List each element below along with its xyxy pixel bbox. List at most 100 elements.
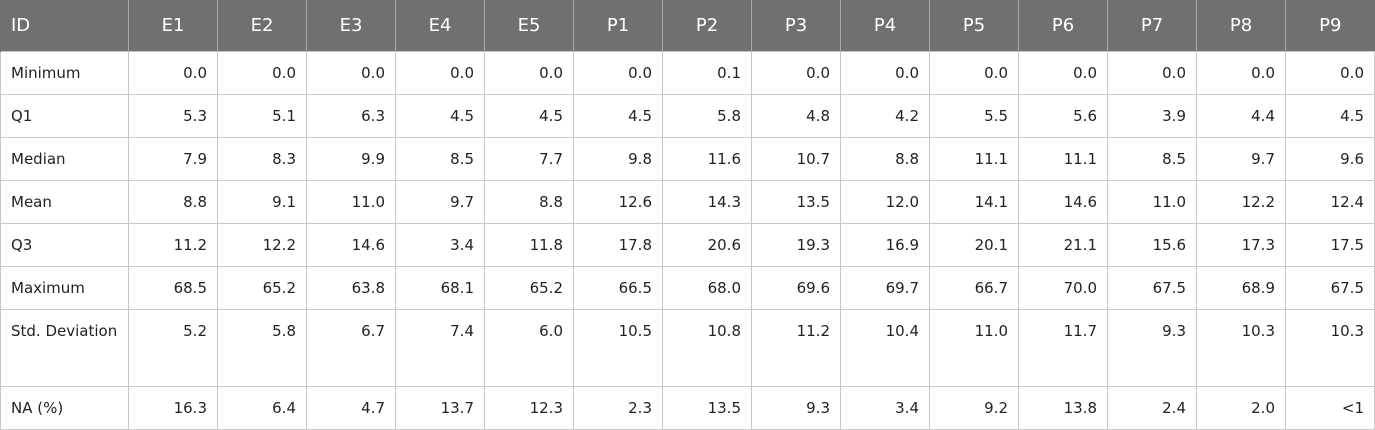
- cell: 11.6: [662, 137, 752, 181]
- cell: 14.3: [662, 180, 752, 224]
- column-header: P8: [1196, 0, 1286, 52]
- cell: 5.2: [128, 309, 218, 387]
- cell: 66.5: [573, 266, 663, 310]
- cell: 68.1: [395, 266, 485, 310]
- column-header: P4: [840, 0, 930, 52]
- table-row: Q1 5.3 5.1 6.3 4.5 4.5 4.5 5.8 4.8 4.2 5.5 5.6 3.9 4.…: [0, 94, 1375, 138]
- cell: 68.0: [662, 266, 752, 310]
- column-header: P7: [1107, 0, 1197, 52]
- cell: 10.3: [1285, 309, 1375, 387]
- cell: 69.6: [751, 266, 841, 310]
- cell: 67.5: [1107, 266, 1197, 310]
- cell: 2.0: [1196, 386, 1286, 430]
- header-row: ID E1 E2 E3 E4 E5 P1 P2 P3 P4 P5 P6 P7 P8 P9: [0, 0, 1375, 52]
- cell: 8.8: [128, 180, 218, 224]
- cell: 12.6: [573, 180, 663, 224]
- cell: 0.0: [128, 51, 218, 95]
- cell: 0.0: [1196, 51, 1286, 95]
- cell: 4.8: [751, 94, 841, 138]
- cell: 11.0: [1107, 180, 1197, 224]
- cell: 0.0: [1018, 51, 1108, 95]
- row-label: Maximum: [0, 266, 129, 310]
- cell: 10.8: [662, 309, 752, 387]
- cell: 11.0: [306, 180, 396, 224]
- cell: 3.4: [840, 386, 930, 430]
- cell: 0.0: [751, 51, 841, 95]
- cell: 17.8: [573, 223, 663, 267]
- cell: 11.8: [484, 223, 574, 267]
- row-label: Q3: [0, 223, 129, 267]
- column-header: E2: [217, 0, 307, 52]
- cell: 10.7: [751, 137, 841, 181]
- cell: <1: [1285, 386, 1375, 430]
- cell: 0.0: [573, 51, 663, 95]
- cell: 19.3: [751, 223, 841, 267]
- cell: 17.3: [1196, 223, 1286, 267]
- table-row: Q3 11.2 12.2 14.6 3.4 11.8 17.8 20.6 19.3 16.9 20.…: [0, 223, 1375, 267]
- table-row: NA (%) 16.3 6.4 4.7 13.7 12.3 2.3 13.5 9.3 3.4 9.2…: [0, 386, 1375, 430]
- cell: 0.0: [1285, 51, 1375, 95]
- cell: 0.1: [662, 51, 752, 95]
- cell: 11.0: [929, 309, 1019, 387]
- cell: 9.6: [1285, 137, 1375, 181]
- cell: 0.0: [306, 51, 396, 95]
- cell: 4.5: [1285, 94, 1375, 138]
- cell: 7.4: [395, 309, 485, 387]
- cell: 2.4: [1107, 386, 1197, 430]
- cell: 8.8: [484, 180, 574, 224]
- cell: 6.7: [306, 309, 396, 387]
- cell: 2.3: [573, 386, 663, 430]
- cell: 65.2: [217, 266, 307, 310]
- column-header: E3: [306, 0, 396, 52]
- cell: 7.9: [128, 137, 218, 181]
- cell: 11.1: [929, 137, 1019, 181]
- cell: 0.0: [929, 51, 1019, 95]
- cell: 69.7: [840, 266, 930, 310]
- cell: 9.3: [751, 386, 841, 430]
- cell: 4.5: [573, 94, 663, 138]
- cell: 5.8: [217, 309, 307, 387]
- cell: 68.5: [128, 266, 218, 310]
- cell: 12.2: [217, 223, 307, 267]
- column-header: E4: [395, 0, 485, 52]
- cell: 10.5: [573, 309, 663, 387]
- cell: 4.7: [306, 386, 396, 430]
- cell: 0.0: [840, 51, 930, 95]
- cell: 11.7: [1018, 309, 1108, 387]
- cell: 65.2: [484, 266, 574, 310]
- cell: 16.9: [840, 223, 930, 267]
- row-label: Minimum: [0, 51, 129, 95]
- column-header: E1: [128, 0, 218, 52]
- column-header: P6: [1018, 0, 1108, 52]
- cell: 14.6: [1018, 180, 1108, 224]
- cell: 17.5: [1285, 223, 1375, 267]
- cell: 13.8: [1018, 386, 1108, 430]
- cell: 68.9: [1196, 266, 1286, 310]
- column-header: E5: [484, 0, 574, 52]
- cell: 9.1: [217, 180, 307, 224]
- cell: 5.5: [929, 94, 1019, 138]
- cell: 4.5: [484, 94, 574, 138]
- cell: 0.0: [395, 51, 485, 95]
- row-label: Std. Deviation: [0, 309, 129, 387]
- cell: 3.4: [395, 223, 485, 267]
- column-header: P2: [662, 0, 752, 52]
- row-label: Q1: [0, 94, 129, 138]
- cell: 66.7: [929, 266, 1019, 310]
- cell: 6.0: [484, 309, 574, 387]
- cell: 0.0: [484, 51, 574, 95]
- table-row: Std. Deviation 5.2 5.8 6.7 7.4 6.0 10.5 10.8 11.…: [0, 309, 1375, 387]
- column-header: P5: [929, 0, 1019, 52]
- cell: 4.5: [395, 94, 485, 138]
- cell: 63.8: [306, 266, 396, 310]
- cell: 5.1: [217, 94, 307, 138]
- cell: 4.4: [1196, 94, 1286, 138]
- cell: 12.3: [484, 386, 574, 430]
- cell: 20.1: [929, 223, 1019, 267]
- cell: 13.5: [662, 386, 752, 430]
- cell: 8.5: [1107, 137, 1197, 181]
- cell: 14.6: [306, 223, 396, 267]
- cell: 5.8: [662, 94, 752, 138]
- cell: 8.8: [840, 137, 930, 181]
